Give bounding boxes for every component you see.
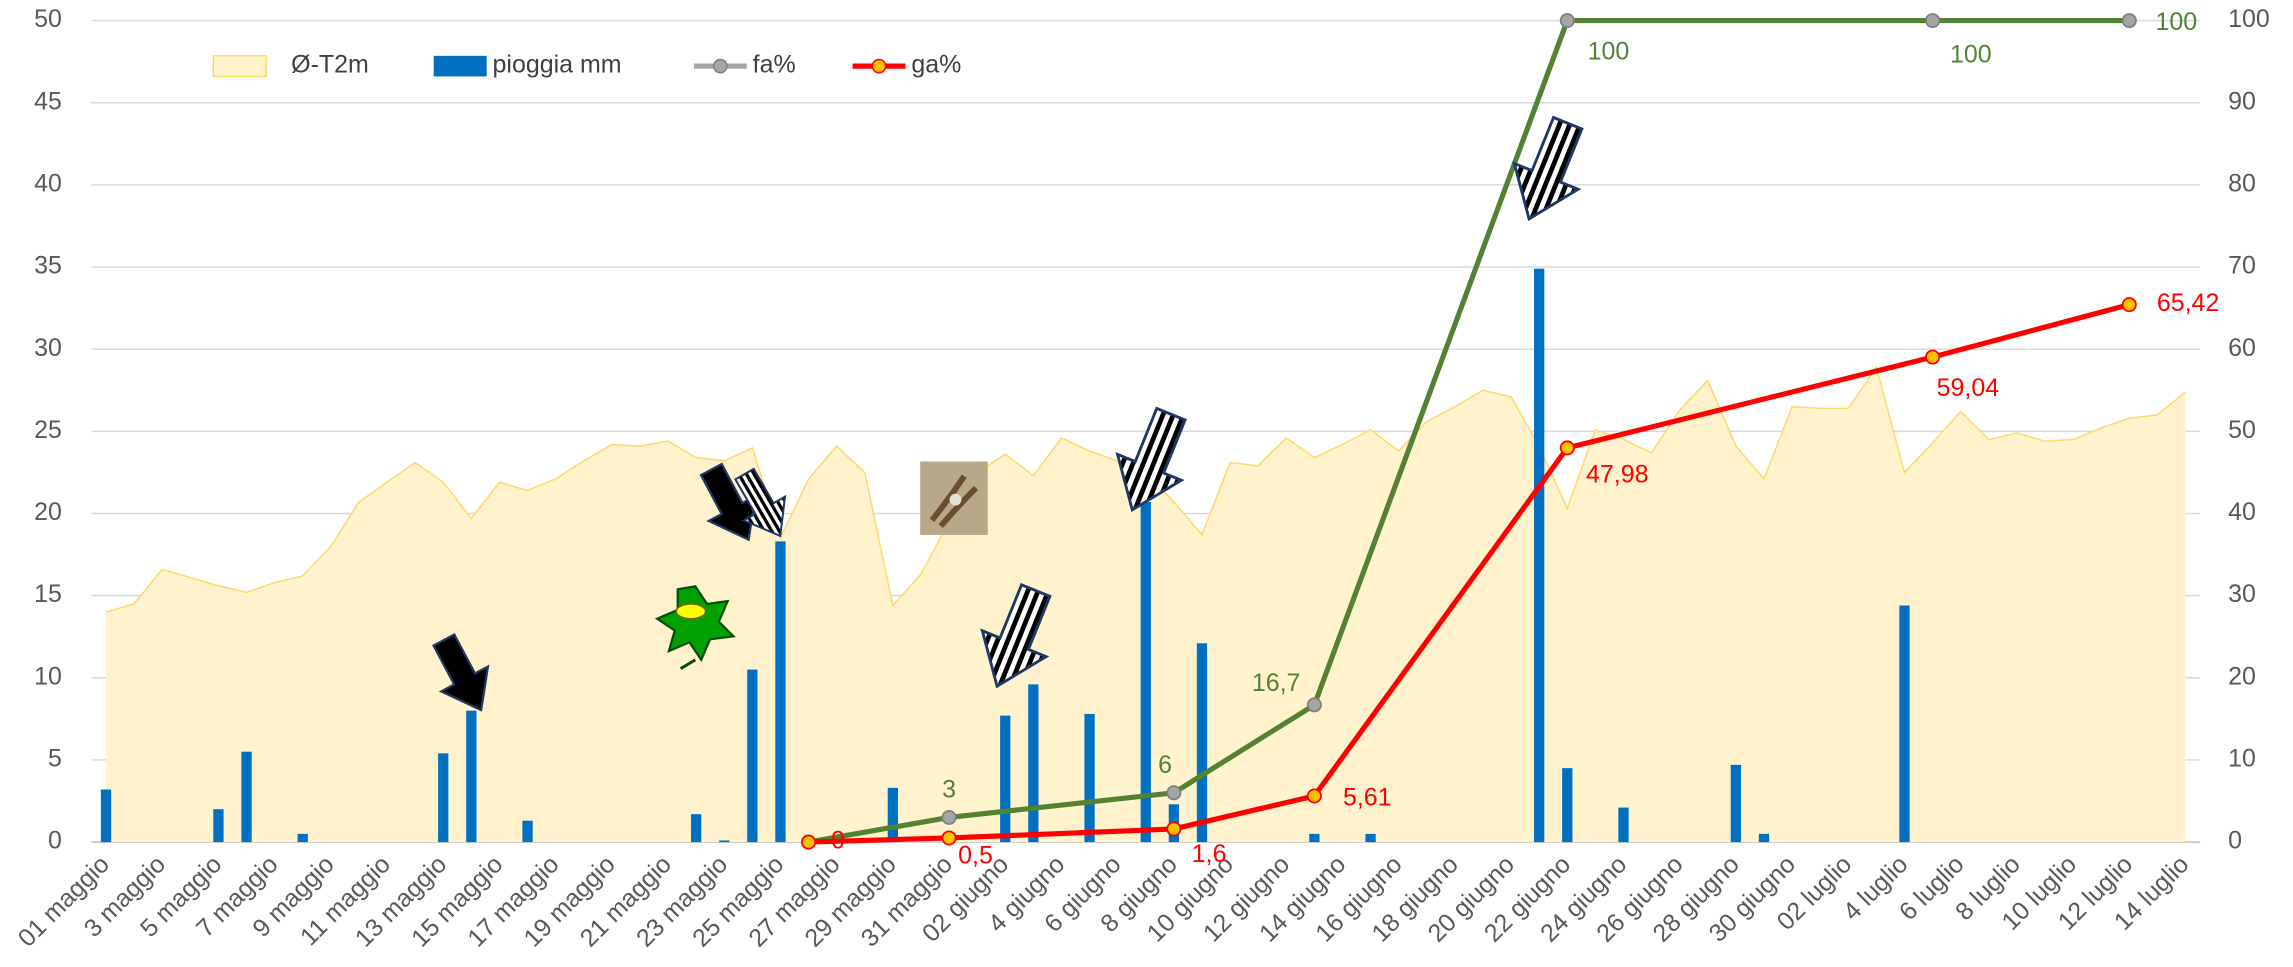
legend-label: Ø-T2m [291, 51, 369, 79]
y2-tick-label: 70 [2228, 252, 2256, 280]
y2-tick-label: 10 [2228, 745, 2256, 773]
y-tick-label: 5 [48, 745, 62, 773]
data-label: 3 [942, 776, 956, 804]
y2-tick-label: 60 [2228, 334, 2256, 362]
y2-tick-label: 20 [2228, 662, 2256, 690]
photo-icon [920, 461, 988, 534]
y-tick-label: 15 [34, 580, 62, 608]
bar [1084, 714, 1094, 842]
bar [1562, 768, 1572, 842]
legend-swatch [213, 56, 266, 77]
marker [1561, 441, 1574, 454]
data-label: 5,61 [1343, 784, 1392, 812]
y2-tick-label: 50 [2228, 416, 2256, 444]
legend-marker [714, 60, 727, 73]
bar [1534, 269, 1544, 842]
bar [719, 840, 729, 842]
data-label: 16,7 [1252, 669, 1301, 697]
y-tick-label: 50 [34, 5, 62, 33]
bar [775, 541, 785, 842]
data-label: 0,5 [958, 842, 993, 870]
data-label: 100 [2155, 8, 2197, 36]
bar [241, 752, 251, 842]
bar [1731, 765, 1741, 842]
y-tick-label: 45 [34, 87, 62, 115]
bar [522, 821, 532, 842]
bar [1028, 684, 1038, 842]
legend-label: ga% [911, 51, 961, 79]
bar [101, 790, 111, 843]
bar [747, 670, 757, 843]
marker [2123, 298, 2136, 311]
y2-tick-label: 100 [2228, 5, 2270, 33]
marker [942, 811, 955, 824]
data-label: 59,04 [1937, 374, 2000, 402]
y-tick-label: 40 [34, 169, 62, 197]
marker [1926, 14, 1939, 27]
bar [1197, 643, 1207, 842]
legend-label: pioggia mm [493, 51, 622, 79]
bar [1309, 834, 1319, 842]
marker [1167, 786, 1180, 799]
marker [1308, 789, 1321, 802]
y-tick-label: 0 [48, 827, 62, 855]
legend-swatch [434, 56, 487, 77]
legend-marker [872, 60, 885, 73]
data-label: 47,98 [1586, 460, 1648, 488]
y-tick-label: 35 [34, 252, 62, 280]
y-tick-label: 25 [34, 416, 62, 444]
chart: 0510152025303540455001020304050607080901… [0, 0, 2293, 967]
data-label: 6 [1158, 751, 1172, 779]
page: {"chart_data": { "type": "combo", "categ… [0, 0, 2293, 967]
bar [298, 834, 308, 842]
marker [2123, 14, 2136, 27]
bar [1899, 605, 1909, 842]
legend: Ø-T2m pioggia mm fa% ga% [213, 51, 961, 79]
legend-label: fa% [753, 51, 796, 79]
y-tick-label: 20 [34, 498, 62, 526]
marker [1308, 698, 1321, 711]
data-label: 0 [831, 827, 845, 855]
bar [1618, 808, 1628, 843]
marker [802, 835, 815, 848]
y2-tick-label: 0 [2228, 827, 2242, 855]
data-label: 65,42 [2157, 289, 2219, 317]
data-label: 100 [1950, 40, 1992, 68]
y-tick-label: 30 [34, 334, 62, 362]
bar [438, 753, 448, 842]
y2-tick-label: 80 [2228, 169, 2256, 197]
marker [1561, 14, 1574, 27]
bar [1000, 716, 1010, 843]
marker [1167, 822, 1180, 835]
y2-tick-label: 30 [2228, 580, 2256, 608]
bar [888, 788, 898, 842]
y2-tick-label: 40 [2228, 498, 2256, 526]
data-label: 1,6 [1192, 840, 1227, 868]
marker [1926, 350, 1939, 363]
bar [1141, 502, 1151, 842]
bar [466, 711, 476, 842]
y-tick-label: 10 [34, 662, 62, 690]
bar [213, 809, 223, 842]
bar [691, 814, 701, 842]
y2-tick-label: 90 [2228, 87, 2256, 115]
marker [942, 831, 955, 844]
bar [1759, 834, 1769, 842]
bar [1365, 834, 1375, 842]
data-label: 100 [1588, 37, 1630, 65]
